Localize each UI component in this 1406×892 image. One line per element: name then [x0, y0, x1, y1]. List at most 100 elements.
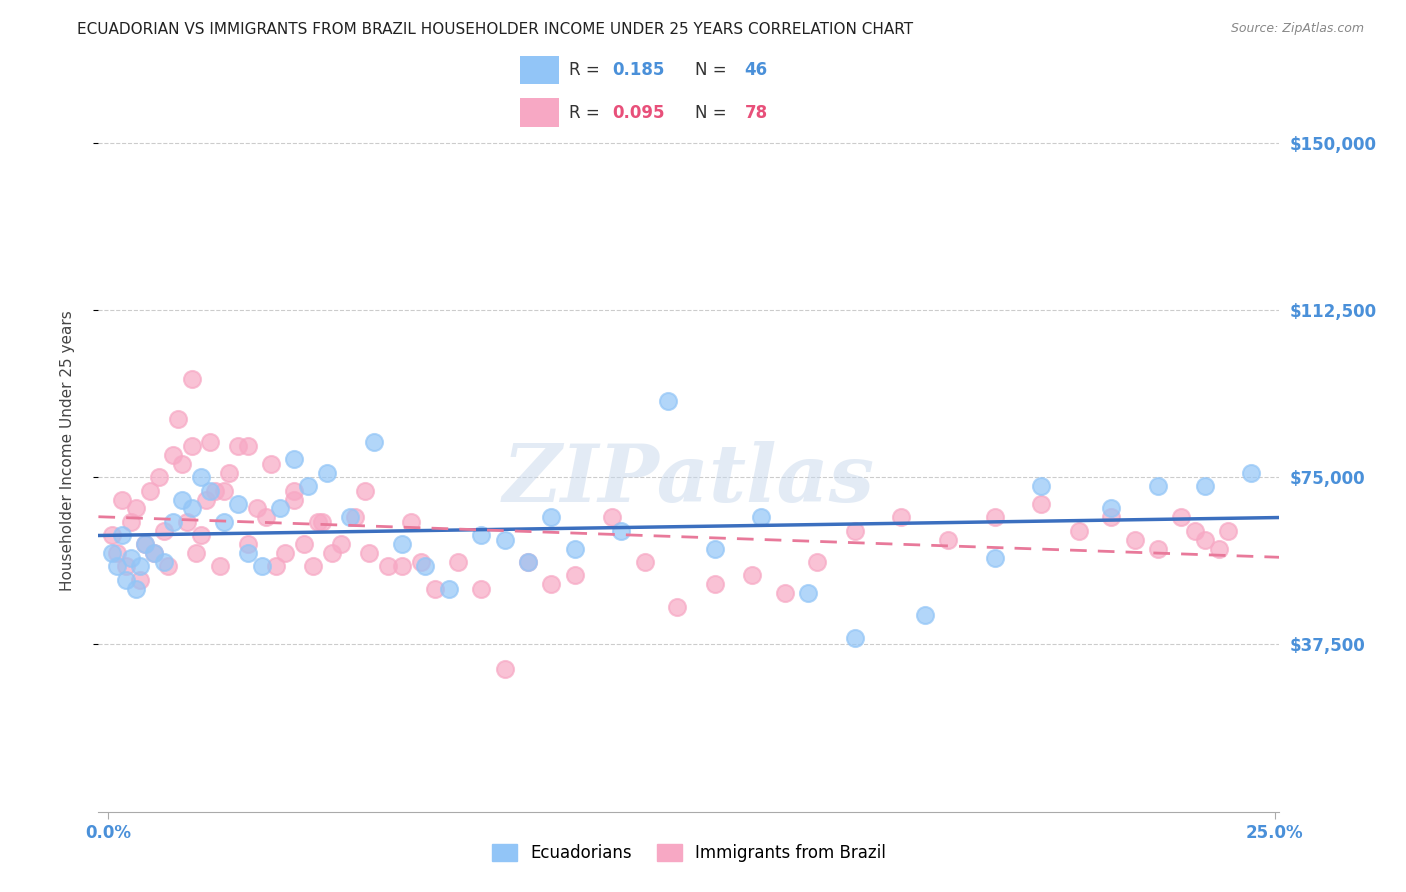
- Point: [1031, 497, 1053, 511]
- Point: [540, 510, 562, 524]
- Point: [1208, 541, 1230, 556]
- Point: [610, 524, 633, 538]
- Point: [399, 515, 422, 529]
- Point: [297, 479, 319, 493]
- Point: [806, 555, 828, 569]
- Point: [139, 483, 162, 498]
- Point: [797, 586, 820, 600]
- Point: [302, 559, 325, 574]
- Text: Source: ZipAtlas.com: Source: ZipAtlas.com: [1230, 22, 1364, 36]
- Point: [111, 528, 134, 542]
- Point: [1184, 524, 1206, 538]
- Point: [186, 546, 208, 560]
- Point: [246, 501, 269, 516]
- Point: [447, 555, 470, 569]
- Point: [274, 546, 297, 560]
- Point: [936, 533, 959, 547]
- Point: [204, 483, 226, 498]
- Point: [194, 492, 217, 507]
- Point: [180, 372, 202, 386]
- Point: [180, 501, 202, 516]
- Point: [228, 497, 250, 511]
- Point: [311, 515, 333, 529]
- Point: [152, 555, 174, 569]
- FancyBboxPatch shape: [520, 98, 560, 127]
- Point: [125, 582, 148, 596]
- Point: [292, 537, 315, 551]
- Point: [129, 559, 152, 574]
- Point: [516, 555, 538, 569]
- Point: [228, 439, 250, 453]
- Point: [1067, 524, 1090, 538]
- Point: [516, 555, 538, 569]
- Point: [773, 586, 796, 600]
- Point: [1194, 533, 1216, 547]
- Point: [437, 582, 460, 596]
- Point: [1123, 533, 1146, 547]
- Point: [703, 541, 725, 556]
- Point: [1099, 510, 1122, 524]
- Point: [363, 434, 385, 449]
- Point: [339, 510, 361, 524]
- Point: [148, 470, 170, 484]
- Point: [307, 515, 329, 529]
- Point: [914, 608, 936, 623]
- Text: 0.185: 0.185: [613, 62, 665, 79]
- Point: [120, 550, 142, 565]
- Point: [321, 546, 343, 560]
- Point: [741, 568, 763, 582]
- Point: [236, 546, 259, 560]
- Point: [115, 573, 138, 587]
- Point: [633, 555, 655, 569]
- Point: [470, 528, 492, 542]
- Point: [1170, 510, 1192, 524]
- Point: [236, 537, 259, 551]
- Point: [120, 515, 142, 529]
- Text: N =: N =: [695, 62, 731, 79]
- Point: [162, 448, 184, 462]
- Point: [1147, 479, 1170, 493]
- FancyBboxPatch shape: [520, 56, 560, 85]
- Point: [1240, 466, 1263, 480]
- Point: [359, 546, 381, 560]
- Point: [180, 439, 202, 453]
- Point: [256, 510, 278, 524]
- Point: [134, 537, 156, 551]
- Point: [166, 412, 188, 426]
- Point: [749, 510, 772, 524]
- Point: [208, 559, 231, 574]
- Point: [391, 559, 413, 574]
- Point: [844, 524, 866, 538]
- Point: [283, 483, 305, 498]
- Point: [983, 550, 1005, 565]
- Point: [105, 546, 128, 560]
- Text: N =: N =: [695, 103, 731, 121]
- Point: [344, 510, 367, 524]
- Point: [162, 515, 184, 529]
- Point: [250, 559, 273, 574]
- Point: [703, 577, 725, 591]
- Point: [1099, 501, 1122, 516]
- Point: [125, 501, 148, 516]
- Point: [494, 533, 516, 547]
- Point: [190, 470, 212, 484]
- Point: [470, 582, 492, 596]
- Point: [423, 582, 446, 596]
- Point: [218, 466, 240, 480]
- Point: [236, 439, 259, 453]
- Point: [666, 599, 689, 614]
- Point: [101, 528, 124, 542]
- Point: [214, 515, 236, 529]
- Point: [143, 546, 166, 560]
- Point: [1216, 524, 1239, 538]
- Point: [1147, 541, 1170, 556]
- Point: [983, 510, 1005, 524]
- Point: [353, 483, 375, 498]
- Point: [1194, 479, 1216, 493]
- Point: [200, 434, 222, 449]
- Point: [330, 537, 353, 551]
- Point: [264, 559, 287, 574]
- Point: [176, 515, 198, 529]
- Legend: Ecuadorians, Immigrants from Brazil: Ecuadorians, Immigrants from Brazil: [485, 837, 893, 869]
- Point: [564, 568, 586, 582]
